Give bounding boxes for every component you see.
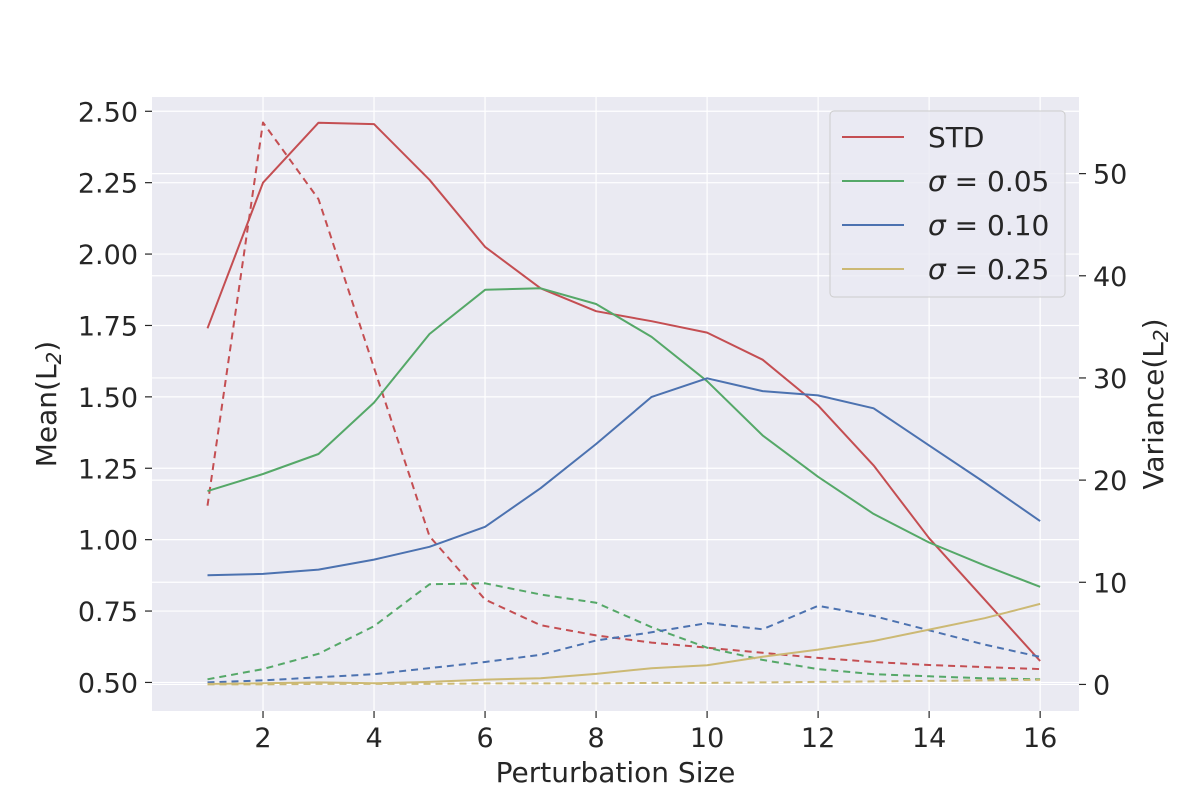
variance-line-sigma-010 [207, 604, 1041, 684]
legend-label-sigma-010: σ = 0.10 [928, 209, 1049, 242]
legend-sigma-symbol: σ [928, 209, 947, 242]
y-axis-left-label-sub: 2 [42, 352, 66, 365]
y-left-tick-label: 1.00 [78, 526, 138, 557]
variance-line-sigma-005 [207, 582, 1041, 681]
mean-line-std [206, 121, 1041, 662]
mean-line-sigma-005 [207, 287, 1041, 588]
x-tick-label: 8 [587, 723, 604, 754]
legend-sigma-value: = 0.25 [946, 253, 1050, 286]
y-right-tick-label: 30 [1093, 364, 1127, 395]
x-tick-label: 16 [1023, 723, 1057, 754]
y-left-tick-label: 0.50 [78, 668, 138, 699]
y-left-tick-label: 2.00 [78, 240, 138, 271]
x-tick-label: 6 [476, 723, 493, 754]
y-right-tick-label: 10 [1093, 568, 1127, 599]
y-right-tick-label: 20 [1093, 466, 1127, 497]
y-axis-right-label: Variance(L2) [1137, 318, 1173, 489]
legend-frame [829, 110, 1066, 298]
x-tick-label: 12 [801, 723, 835, 754]
legend: STD σ = 0.05 σ = 0.10 σ = 0.25 [829, 110, 1066, 298]
y-left-tick-label: 1.50 [78, 383, 138, 414]
y-axis-right-label-text: Variance(L [1137, 342, 1170, 490]
x-tick-label: 10 [690, 723, 724, 754]
legend-label-sigma-005: σ = 0.05 [928, 165, 1049, 198]
x-tick-label: 2 [254, 723, 271, 754]
y-right-tick-label: 40 [1093, 262, 1127, 293]
ticks: 2 4 6 8 10 12 14 16 0.50 0.75 1.00 1.25 1.50 1.75 2.00… [78, 97, 1127, 754]
x-tick-label: 4 [365, 723, 382, 754]
y-axis-left-label-close: ) [30, 341, 63, 352]
mean-line-sigma-025 [207, 602, 1041, 685]
y-left-tick-label: 2.50 [78, 97, 138, 128]
y-left-tick-label: 0.75 [78, 597, 138, 628]
y-right-tick-label: 50 [1093, 160, 1127, 191]
mean-line-sigma-010 [207, 377, 1041, 577]
legend-sigma-symbol: σ [928, 253, 947, 286]
y-axis-left-label-text: Mean(L [30, 364, 63, 467]
series-lines [206, 121, 1041, 686]
y-right-tick-label: 0 [1093, 670, 1110, 701]
variance-line-sigma-025 [207, 678, 1041, 686]
y-left-tick-label: 1.75 [78, 311, 138, 342]
y-left-tick-label: 2.25 [78, 169, 138, 200]
legend-label-std: STD [928, 121, 984, 154]
x-tick-label: 14 [912, 723, 946, 754]
y-axis-left-label: Mean(L2) [30, 341, 66, 467]
legend-sigma-value: = 0.10 [946, 209, 1050, 242]
y-axis-right-label-sub: 2 [1149, 329, 1173, 342]
legend-sigma-symbol: σ [928, 165, 947, 198]
legend-sigma-value: = 0.05 [946, 165, 1050, 198]
y-left-tick-label: 1.25 [78, 454, 138, 485]
y-axis-right-label-close: ) [1137, 318, 1170, 329]
variance-line-std [206, 121, 1041, 671]
x-axis-label: Perturbation Size [496, 756, 736, 789]
legend-label-sigma-025: σ = 0.25 [928, 253, 1049, 286]
